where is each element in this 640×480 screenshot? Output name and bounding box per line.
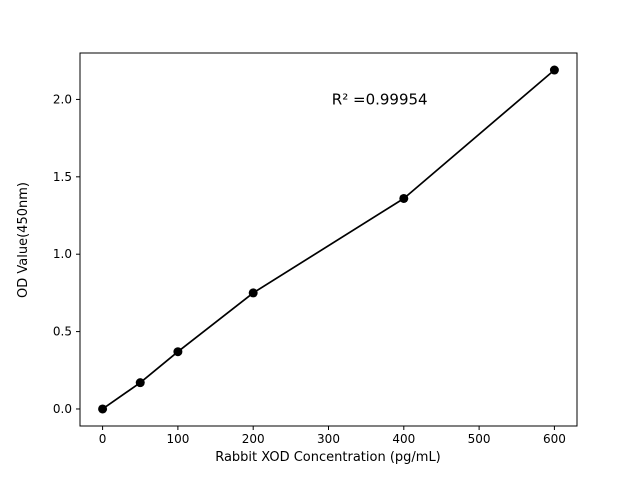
x-tick-label: 0 — [99, 432, 107, 446]
y-tick-label: 1.5 — [53, 170, 72, 184]
plot-frame — [79, 52, 578, 427]
data-point — [248, 288, 258, 298]
x-tick-label: 200 — [242, 432, 265, 446]
x-axis-label: Rabbit XOD Concentration (pg/mL) — [215, 450, 441, 465]
data-point — [173, 347, 183, 357]
y-tick-label: 0.0 — [53, 402, 72, 416]
x-tick-label: 500 — [468, 432, 491, 446]
x-tick-label: 300 — [317, 432, 340, 446]
data-point — [399, 193, 409, 203]
y-tick-label: 2.0 — [53, 92, 72, 106]
data-point — [549, 65, 559, 75]
r-squared-annotation: R² =0.99954 — [332, 90, 428, 108]
x-tick-label: 600 — [543, 432, 566, 446]
fit-line — [102, 69, 555, 410]
y-tick-label: 1.0 — [53, 247, 72, 261]
y-axis-label: OD Value(450nm) — [16, 182, 31, 298]
data-point — [98, 404, 108, 414]
x-tick-label: 400 — [392, 432, 415, 446]
x-tick-label: 100 — [166, 432, 189, 446]
y-tick-label: 0.5 — [53, 325, 72, 339]
data-point — [135, 378, 145, 388]
plot-layer: 0 100 200 300 400 500 600 0.0 0.5 1.0 1.5 2.0 — [53, 52, 578, 446]
